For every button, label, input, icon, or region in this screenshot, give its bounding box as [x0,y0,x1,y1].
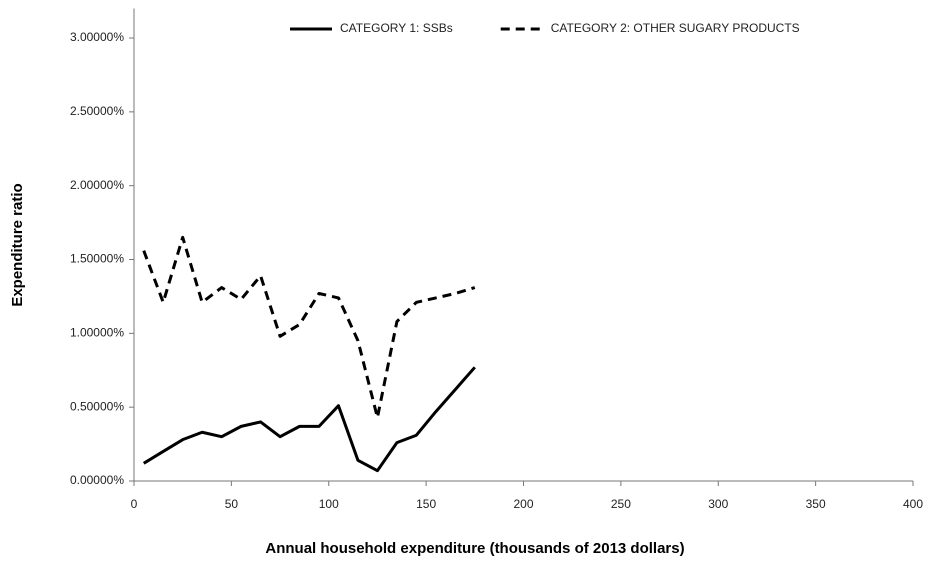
x-tick-label: 0 [131,497,138,511]
y-tick-label: 1.00000% [70,326,124,340]
x-axis-title: Annual household expenditure (thousands … [265,540,684,557]
x-tick-label: 400 [903,497,923,511]
y-tick-label: 0.50000% [70,399,124,413]
y-tick-label: 1.50000% [70,252,124,266]
x-tick-label: 300 [708,497,728,511]
y-tick-label: 2.50000% [70,104,124,118]
x-tick-label: 200 [513,497,533,511]
x-tick-label: 250 [611,497,631,511]
series-line [142,235,476,420]
series-line [142,366,476,473]
y-tick-label: 2.00000% [70,178,124,192]
x-tick-label: 100 [319,497,339,511]
y-tick-label: 0.00000% [70,473,124,487]
legend-label: CATEGORY 2: OTHER SUGARY PRODUCTS [551,21,800,35]
legend-label: CATEGORY 1: SSBs [340,21,453,35]
x-tick-label: 150 [416,497,436,511]
x-tick-label: 50 [225,497,239,511]
y-tick-label: 3.00000% [70,30,124,44]
y-axis-title: Expenditure ratio [9,183,26,306]
x-tick-label: 350 [806,497,826,511]
